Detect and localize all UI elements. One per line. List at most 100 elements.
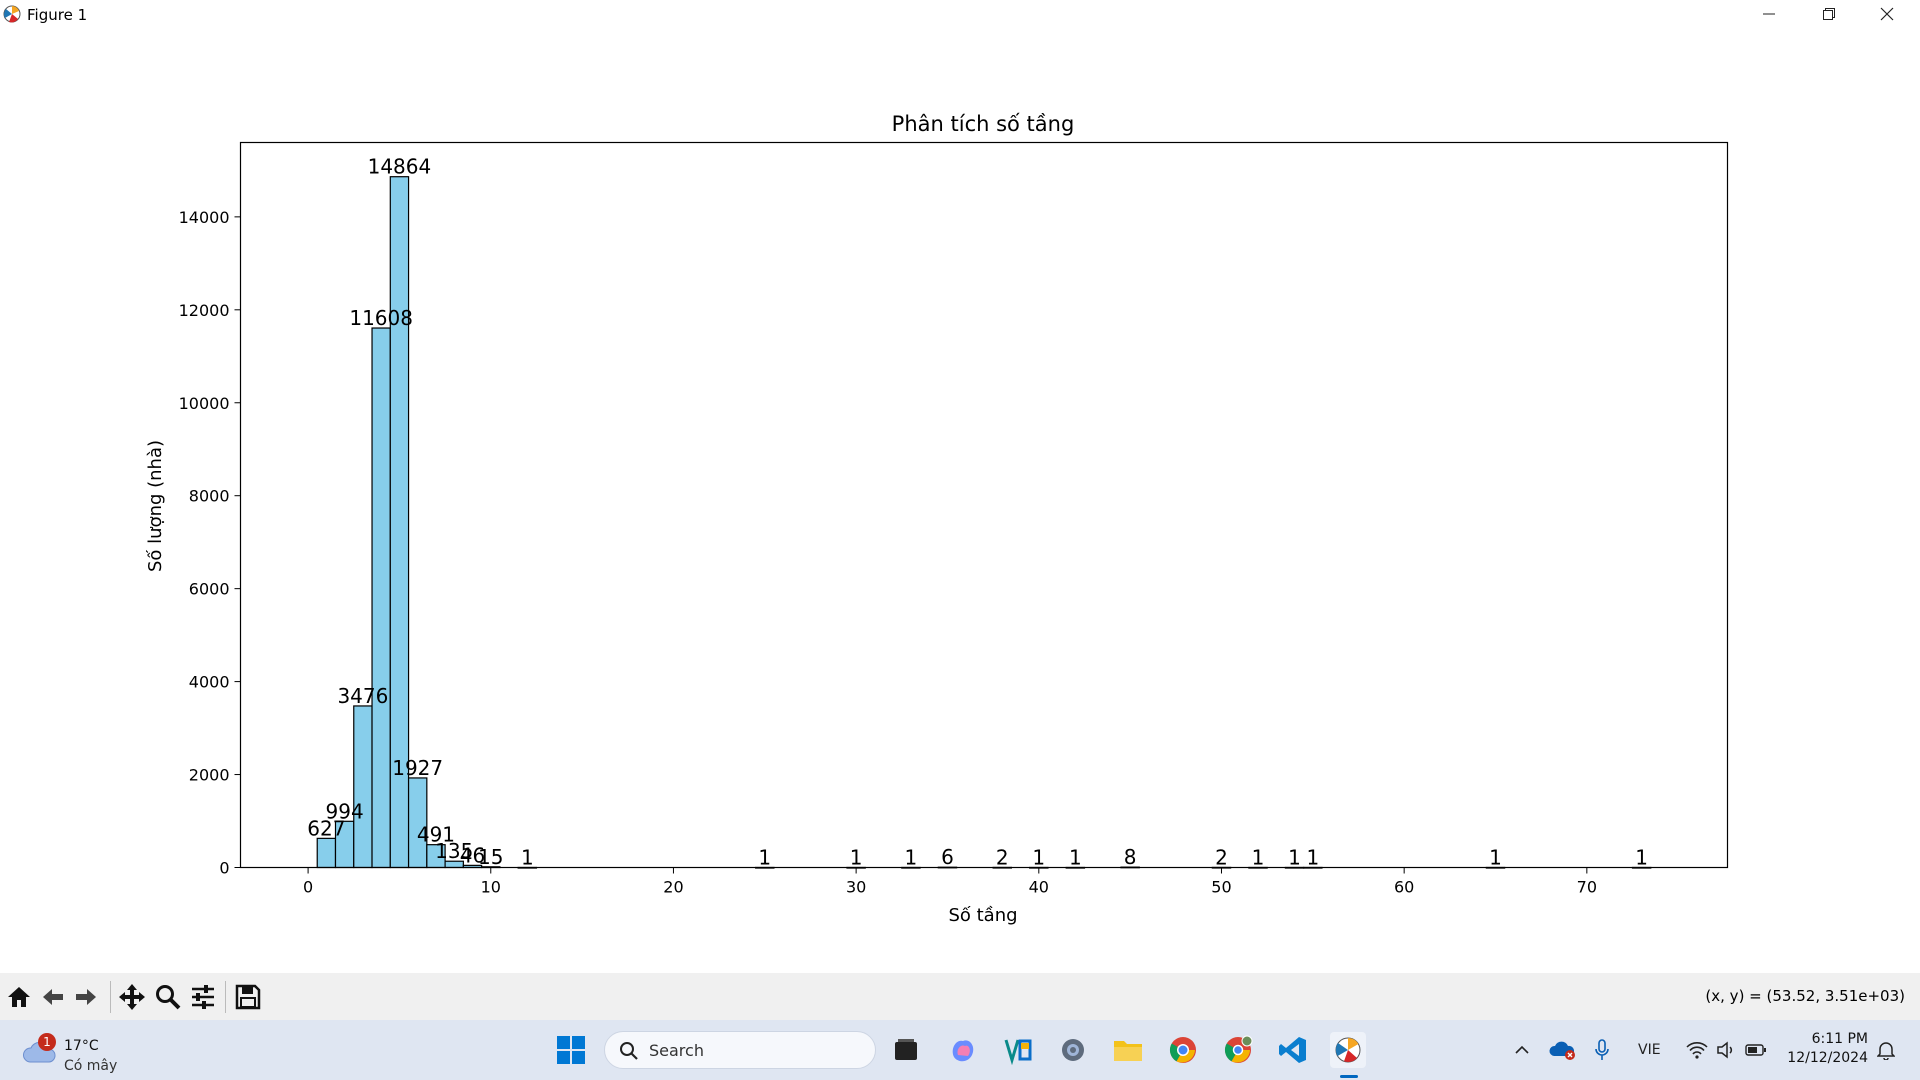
bar-value-label: 11608 bbox=[349, 306, 413, 330]
back-button[interactable] bbox=[37, 981, 69, 1013]
bar-value-label: 1 bbox=[521, 845, 534, 869]
close-button[interactable] bbox=[1858, 0, 1916, 28]
onedrive-status-button[interactable] bbox=[1545, 1032, 1581, 1068]
vscode-button[interactable] bbox=[1275, 1032, 1311, 1068]
bar-value-label: 1 bbox=[1032, 845, 1045, 869]
start-button[interactable] bbox=[553, 1032, 589, 1068]
zoom-icon bbox=[156, 985, 181, 1010]
x-tick-label: 20 bbox=[663, 878, 683, 897]
y-tick-label: 2000 bbox=[189, 766, 230, 785]
visual-studio-installer-button[interactable] bbox=[1000, 1032, 1036, 1068]
bar-value-label: 1 bbox=[758, 845, 771, 869]
bar-value-label: 1 bbox=[1306, 845, 1319, 869]
microphone-button[interactable] bbox=[1584, 1032, 1620, 1068]
microphone-icon bbox=[1595, 1039, 1609, 1060]
x-axis-label: Số tầng bbox=[948, 905, 1017, 926]
bell-icon bbox=[1877, 1042, 1895, 1060]
volume-button[interactable] bbox=[1708, 1032, 1744, 1068]
bar-value-label: 46 bbox=[460, 843, 485, 867]
y-tick-label: 14000 bbox=[179, 208, 230, 227]
y-tick-label: 0 bbox=[219, 859, 229, 878]
bar-value-label: 1 bbox=[1489, 845, 1502, 869]
search-placeholder: Search bbox=[649, 1041, 704, 1060]
taskbar-search-box[interactable]: Search bbox=[604, 1031, 876, 1069]
taskbar: 1 17°C Có mây Search VIE bbox=[0, 1020, 1920, 1080]
bar-value-label: 14864 bbox=[368, 155, 432, 179]
task-view-icon bbox=[895, 1039, 917, 1060]
task-view-button[interactable] bbox=[888, 1032, 924, 1068]
input-language-indicator[interactable]: VIE bbox=[1638, 1042, 1661, 1058]
histogram-bar bbox=[353, 705, 373, 869]
search-icon bbox=[620, 1042, 638, 1060]
show-hidden-icons-button[interactable] bbox=[1504, 1032, 1540, 1068]
battery-icon bbox=[1745, 1044, 1766, 1056]
forward-button[interactable] bbox=[70, 981, 102, 1013]
close-icon bbox=[1880, 7, 1894, 21]
configure-subplots-icon bbox=[192, 985, 214, 1009]
bar-value-label: 1927 bbox=[392, 756, 443, 780]
bar-value-label: 8 bbox=[1124, 845, 1137, 869]
vscode-icon bbox=[1279, 1037, 1306, 1063]
figure-canvas[interactable]: Phân tích số tầng Số tầng Số lượng (nhà)… bbox=[0, 28, 1920, 973]
chrome-profile-button[interactable] bbox=[1220, 1032, 1256, 1068]
settings-button[interactable] bbox=[1055, 1032, 1091, 1068]
bar-value-label: 1 bbox=[1069, 845, 1082, 869]
windows-logo-icon bbox=[557, 1036, 585, 1064]
weather-widget[interactable]: 1 17°C Có mây bbox=[20, 1028, 140, 1074]
back-arrow-icon bbox=[43, 989, 63, 1005]
clock-date: 12/12/2024 bbox=[1787, 1050, 1868, 1066]
save-button[interactable] bbox=[232, 981, 264, 1013]
forward-arrow-icon bbox=[76, 989, 96, 1005]
pan-icon bbox=[119, 984, 145, 1010]
minimize-icon bbox=[1763, 13, 1775, 15]
y-tick-label: 10000 bbox=[179, 394, 230, 413]
gear-icon bbox=[1062, 1039, 1084, 1061]
bar-value-label: 2 bbox=[996, 845, 1009, 869]
battery-button[interactable] bbox=[1738, 1032, 1774, 1068]
network-button[interactable] bbox=[1679, 1032, 1715, 1068]
chrome-profile-icon bbox=[1224, 1035, 1253, 1063]
x-tick-label: 40 bbox=[1029, 878, 1049, 897]
onedrive-error-icon bbox=[1549, 1041, 1575, 1060]
chrome-icon bbox=[1169, 1037, 1196, 1063]
bar-value-label: 994 bbox=[326, 799, 364, 823]
configure-subplots-button[interactable] bbox=[187, 981, 219, 1013]
restore-icon bbox=[1823, 8, 1835, 20]
restore-button[interactable] bbox=[1800, 0, 1858, 28]
matplotlib-icon bbox=[1335, 1037, 1361, 1063]
home-button[interactable] bbox=[3, 981, 35, 1013]
home-icon bbox=[8, 987, 30, 1007]
x-tick-label: 30 bbox=[846, 878, 866, 897]
y-tick-label: 12000 bbox=[179, 301, 230, 320]
window-titlebar: Figure 1 bbox=[0, 0, 1920, 28]
histogram-bar bbox=[316, 837, 337, 869]
bar-value-label: 15 bbox=[478, 845, 503, 869]
file-explorer-button[interactable] bbox=[1110, 1032, 1146, 1068]
pan-button[interactable] bbox=[116, 981, 148, 1013]
x-tick-label: 10 bbox=[481, 878, 501, 897]
copilot-button[interactable] bbox=[945, 1032, 981, 1068]
y-tick-label: 8000 bbox=[189, 487, 230, 506]
bar-value-label: 1 bbox=[1288, 845, 1301, 869]
notifications-button[interactable] bbox=[1868, 1032, 1904, 1068]
x-tick-label: 60 bbox=[1394, 878, 1414, 897]
plot-frame bbox=[239, 141, 1729, 869]
x-tick-label: 0 bbox=[303, 878, 313, 897]
weather-temperature: 17°C bbox=[64, 1038, 99, 1054]
minimize-button[interactable] bbox=[1740, 0, 1798, 28]
active-app-indicator bbox=[1340, 1075, 1358, 1078]
x-tick-label: 70 bbox=[1577, 878, 1597, 897]
y-tick-label: 6000 bbox=[189, 580, 230, 599]
clock-time: 6:11 PM bbox=[1811, 1031, 1868, 1047]
zoom-button[interactable] bbox=[152, 981, 184, 1013]
save-icon bbox=[235, 984, 261, 1010]
weather-condition: Có mây bbox=[64, 1058, 118, 1074]
bar-value-label: 6 bbox=[941, 845, 954, 869]
matplotlib-figure-taskbar-button[interactable] bbox=[1330, 1032, 1366, 1068]
system-clock[interactable]: 6:11 PM 12/12/2024 bbox=[1787, 1030, 1868, 1068]
speaker-icon bbox=[1717, 1041, 1733, 1059]
toolbar-separator bbox=[110, 981, 111, 1013]
x-tick-label: 50 bbox=[1211, 878, 1231, 897]
bar-value-label: 1 bbox=[1252, 845, 1265, 869]
chrome-button[interactable] bbox=[1165, 1032, 1201, 1068]
